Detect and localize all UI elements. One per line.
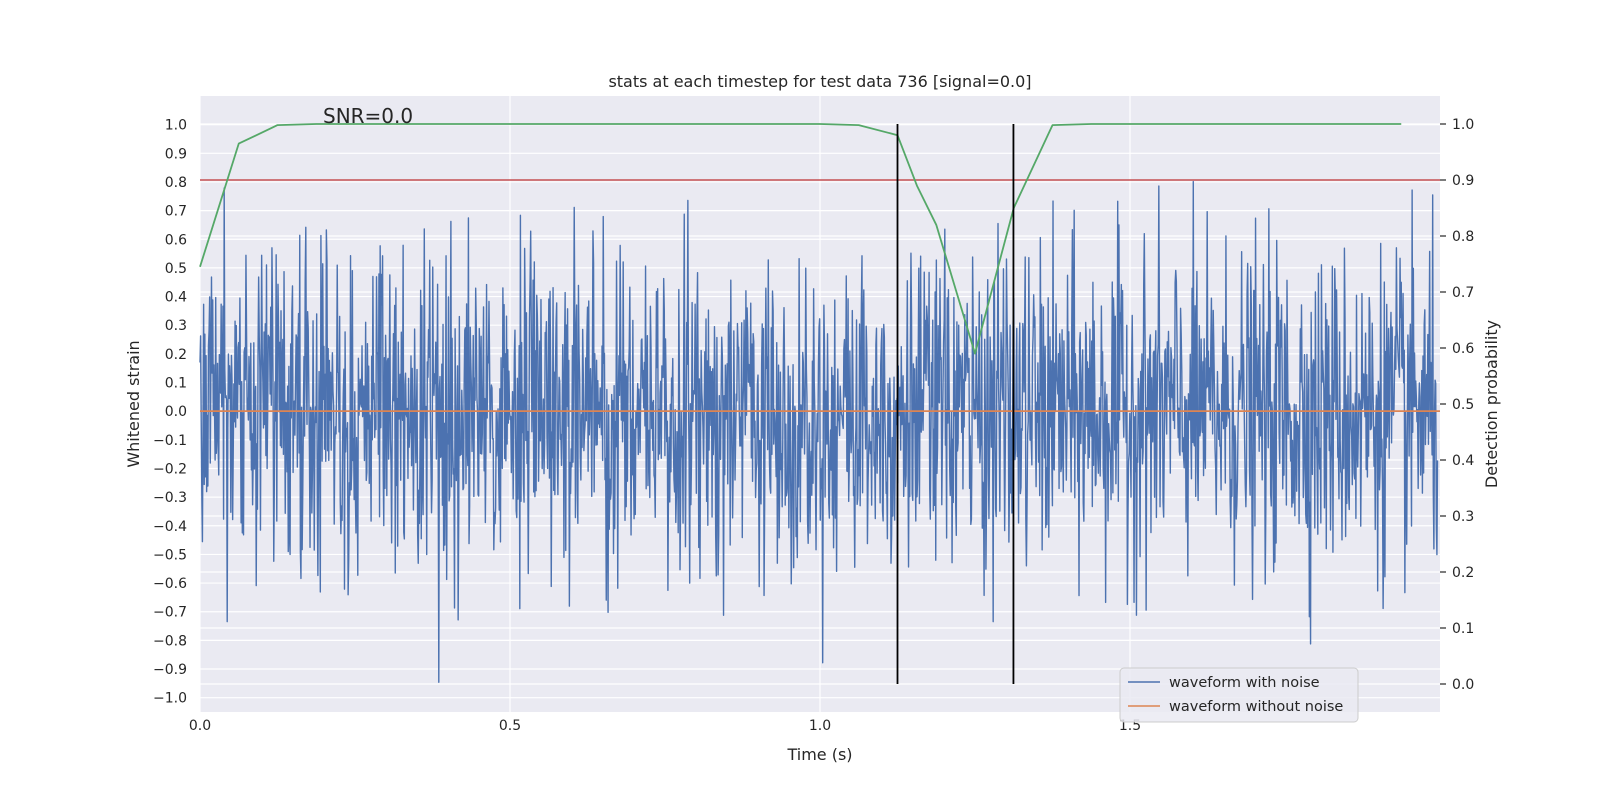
left-y-tick-label: 0.0: [165, 404, 187, 420]
x-axis-ticks: 0.0 0.5 1.0 1.5: [189, 718, 1141, 734]
right-y-tick-label: 0.1: [1452, 621, 1474, 637]
right-y-tick-label: 0.2: [1452, 565, 1474, 581]
right-y-tick-label: 0.3: [1452, 509, 1474, 525]
x-axis-label: Time (s): [786, 745, 852, 764]
left-y-tick-label: 0.6: [165, 232, 187, 248]
x-tick-label: 0.5: [499, 718, 521, 734]
legend-label-clean: waveform without noise: [1169, 699, 1343, 715]
legend-box: [1119, 667, 1359, 723]
right-y-tick-label: 1.0: [1452, 117, 1474, 133]
left-y-tick-label: 0.3: [165, 318, 187, 334]
left-y-tick-label: −0.7: [153, 605, 187, 621]
right-y-tick-label: 0.5: [1452, 397, 1474, 413]
x-tick-label: 0.0: [189, 718, 211, 734]
left-y-tick-label: −0.1: [153, 433, 187, 449]
left-y-axis-ticks: 1.0 0.9 0.8 0.7 0.6 0.5 0.4 0.3 0.2 0.1 0.0 −0.1 −0.…: [153, 118, 187, 707]
legend: waveform with noise waveform without noi…: [1119, 667, 1359, 723]
left-y-tick-label: −0.6: [153, 576, 187, 592]
left-y-tick-label: 0.9: [165, 146, 187, 162]
left-y-tick-label: 0.8: [165, 175, 187, 191]
vertical-markers: [896, 124, 1015, 684]
right-y-tick-label: 0.4: [1452, 453, 1474, 469]
right-y-tick-label: 0.9: [1452, 173, 1474, 189]
left-y-tick-label: 0.5: [165, 261, 187, 277]
left-y-tick-label: 0.2: [165, 347, 187, 363]
right-y-axis-ticks: 1.0 0.9 0.8 0.7 0.6 0.5 0.4 0.3 0.2 0.1 0.0: [1440, 117, 1474, 693]
x-tick-label: 1.0: [809, 718, 831, 734]
left-y-tick-label: −1.0: [153, 691, 187, 707]
left-y-tick-label: 0.4: [165, 290, 187, 306]
waveform-with-noise-line: [199, 180, 1439, 684]
left-y-tick-label: −0.4: [153, 519, 187, 535]
left-y-tick-label: 0.1: [165, 376, 187, 392]
left-y-tick-label: −0.8: [153, 633, 187, 649]
legend-label-noisy: waveform with noise: [1169, 675, 1320, 691]
left-y-tick-label: −0.3: [153, 490, 187, 506]
chart-title: stats at each timestep for test data 736…: [608, 72, 1031, 91]
right-y-tick-label: 0.7: [1452, 285, 1474, 301]
left-y-axis-label: Whitened strain: [124, 340, 143, 467]
right-y-axis-label: Detection probability: [1482, 320, 1501, 488]
left-y-tick-label: 1.0: [165, 118, 187, 134]
left-y-tick-label: 0.7: [165, 204, 187, 220]
right-y-tick-label: 0.8: [1452, 229, 1474, 245]
left-y-tick-label: −0.2: [153, 461, 187, 477]
left-y-tick-label: −0.9: [153, 662, 187, 678]
snr-annotation: SNR=0.0: [323, 104, 413, 128]
right-y-tick-label: 0.0: [1452, 677, 1474, 693]
right-y-tick-label: 0.6: [1452, 341, 1474, 357]
left-y-tick-label: −0.5: [153, 547, 187, 563]
waveform-with-noise-series: [199, 180, 1439, 684]
